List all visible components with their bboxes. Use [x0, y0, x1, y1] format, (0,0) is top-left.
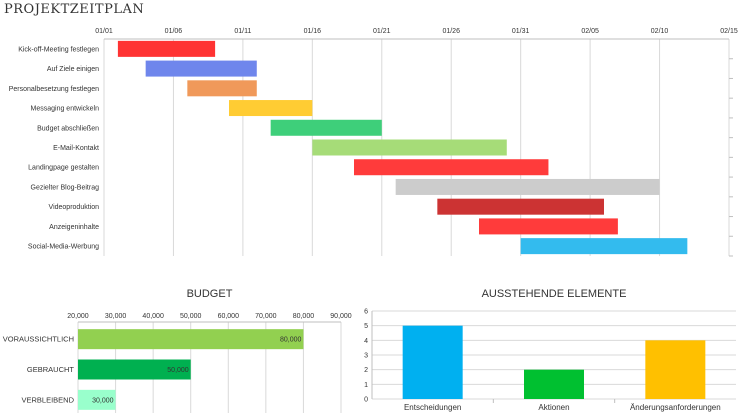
budget-bar — [78, 329, 304, 350]
gantt-task-label: Anzeigeninhalte — [49, 224, 99, 231]
budget-bar — [78, 359, 191, 380]
pending-y-tick-label: 2 — [364, 367, 368, 374]
pending-bar — [645, 340, 706, 399]
pending-y-tick-label: 0 — [364, 397, 368, 404]
budget-x-tick-label: 60,000 — [218, 313, 240, 320]
pending-y-tick-label: 6 — [364, 309, 368, 316]
page-title: PROJEKTZEITPLAN — [4, 2, 145, 17]
gantt-chart: 01/01 01/06 01/11 01/16 01/21 01/26 01/31 02/05… — [9, 28, 738, 257]
gantt-bar — [117, 40, 216, 57]
gantt-x-tick-label: 02/10 — [651, 28, 669, 35]
budget-value-label: 80,000 — [280, 337, 302, 344]
budget-value-label: 50,000 — [167, 367, 189, 374]
pending-category-label: Entscheidungen — [404, 403, 461, 412]
gantt-x-tick-label: 01/11 — [234, 28, 251, 35]
budget-category-label: VERBLEIBEND — [21, 395, 74, 404]
gantt-task-label: Budget abschließen — [37, 125, 99, 132]
pending-y-tick-label: 5 — [364, 323, 368, 330]
budget-chart: BUDGET 20,000 30,000 40,000 50,000 60,000 70,0… — [3, 288, 352, 413]
gantt-bar — [187, 80, 257, 97]
gantt-task-label: Messaging entwickeln — [31, 106, 100, 113]
pending-bar — [402, 325, 463, 399]
gantt-task-label: Social-Media-Werbung — [28, 244, 99, 251]
budget-bar — [78, 389, 116, 410]
budget-x-tick-label: 70,000 — [255, 313, 277, 320]
gantt-task-label: Gezielter Blog-Beitrag — [31, 184, 100, 191]
gantt-task-label: Personalbesetzung festlegen — [9, 86, 99, 93]
gantt-x-tick-label: 02/05 — [581, 28, 599, 35]
budget-x-tick-label: 90,000 — [330, 313, 352, 320]
gantt-bar — [354, 159, 549, 176]
budget-x-tick-label: 50,000 — [180, 313, 202, 320]
gantt-bar — [437, 198, 604, 215]
gantt-task-label: Kick-off-Meeting festlegen — [18, 46, 99, 53]
budget-category-label: GEBRAUCHT — [27, 365, 75, 374]
budget-category-label: VORAUSSICHTLICH — [3, 335, 74, 344]
gantt-bar — [520, 238, 688, 255]
gantt-x-tick-label: 01/31 — [512, 28, 530, 35]
budget-x-tick-label: 30,000 — [105, 313, 127, 320]
gantt-task-label: Auf Ziele einigen — [47, 66, 99, 73]
gantt-task-label: Landingpage gestalten — [28, 165, 99, 172]
pending-title: AUSSTEHENDE ELEMENTE — [482, 288, 627, 300]
gantt-bar — [145, 60, 257, 77]
gantt-bar — [270, 119, 382, 136]
gantt-x-tick-label: 01/01 — [95, 28, 113, 35]
pending-category-label: Änderungsanforderungen — [630, 403, 721, 412]
pending-category-label: Aktionen — [538, 403, 569, 412]
gantt-bar — [229, 100, 313, 117]
gantt-bar — [312, 139, 507, 156]
gantt-bar — [395, 178, 660, 195]
gantt-x-tick-label: 01/26 — [442, 28, 460, 35]
gantt-task-label: Videoproduktion — [49, 204, 100, 211]
pending-y-tick-label: 1 — [364, 382, 368, 389]
budget-value-label: 30,000 — [92, 397, 114, 404]
budget-x-tick-label: 80,000 — [293, 313, 315, 320]
gantt-bar — [479, 218, 618, 235]
gantt-task-label: E-Mail-Kontakt — [53, 145, 99, 152]
gantt-x-tick-label: 01/06 — [165, 28, 183, 35]
pending-bar — [524, 369, 584, 399]
budget-x-tick-label: 20,000 — [67, 313, 89, 320]
gantt-x-tick-label: 01/16 — [304, 28, 322, 35]
pending-y-tick-label: 4 — [364, 338, 368, 345]
pending-y-tick-label: 3 — [364, 353, 368, 360]
budget-title: BUDGET — [187, 288, 233, 300]
gantt-x-tick-label: 02/15 — [720, 28, 738, 35]
budget-x-tick-label: 40,000 — [142, 313, 164, 320]
gantt-x-tick-label: 01/21 — [373, 28, 391, 35]
